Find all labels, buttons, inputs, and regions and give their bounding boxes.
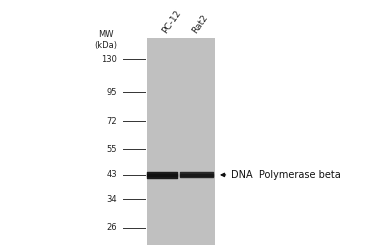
- Text: DNA  Polymerase beta: DNA Polymerase beta: [231, 170, 341, 180]
- Text: Rat2: Rat2: [191, 13, 210, 35]
- Text: 95: 95: [107, 88, 117, 96]
- Text: PC-12: PC-12: [161, 8, 183, 35]
- Text: 34: 34: [106, 195, 117, 204]
- Text: MW
(kDa): MW (kDa): [94, 30, 117, 50]
- Text: 72: 72: [106, 116, 117, 126]
- Text: 26: 26: [106, 223, 117, 232]
- Text: 130: 130: [101, 55, 117, 64]
- Bar: [147, 38, 215, 245]
- Text: 43: 43: [106, 170, 117, 179]
- Text: 55: 55: [107, 145, 117, 154]
